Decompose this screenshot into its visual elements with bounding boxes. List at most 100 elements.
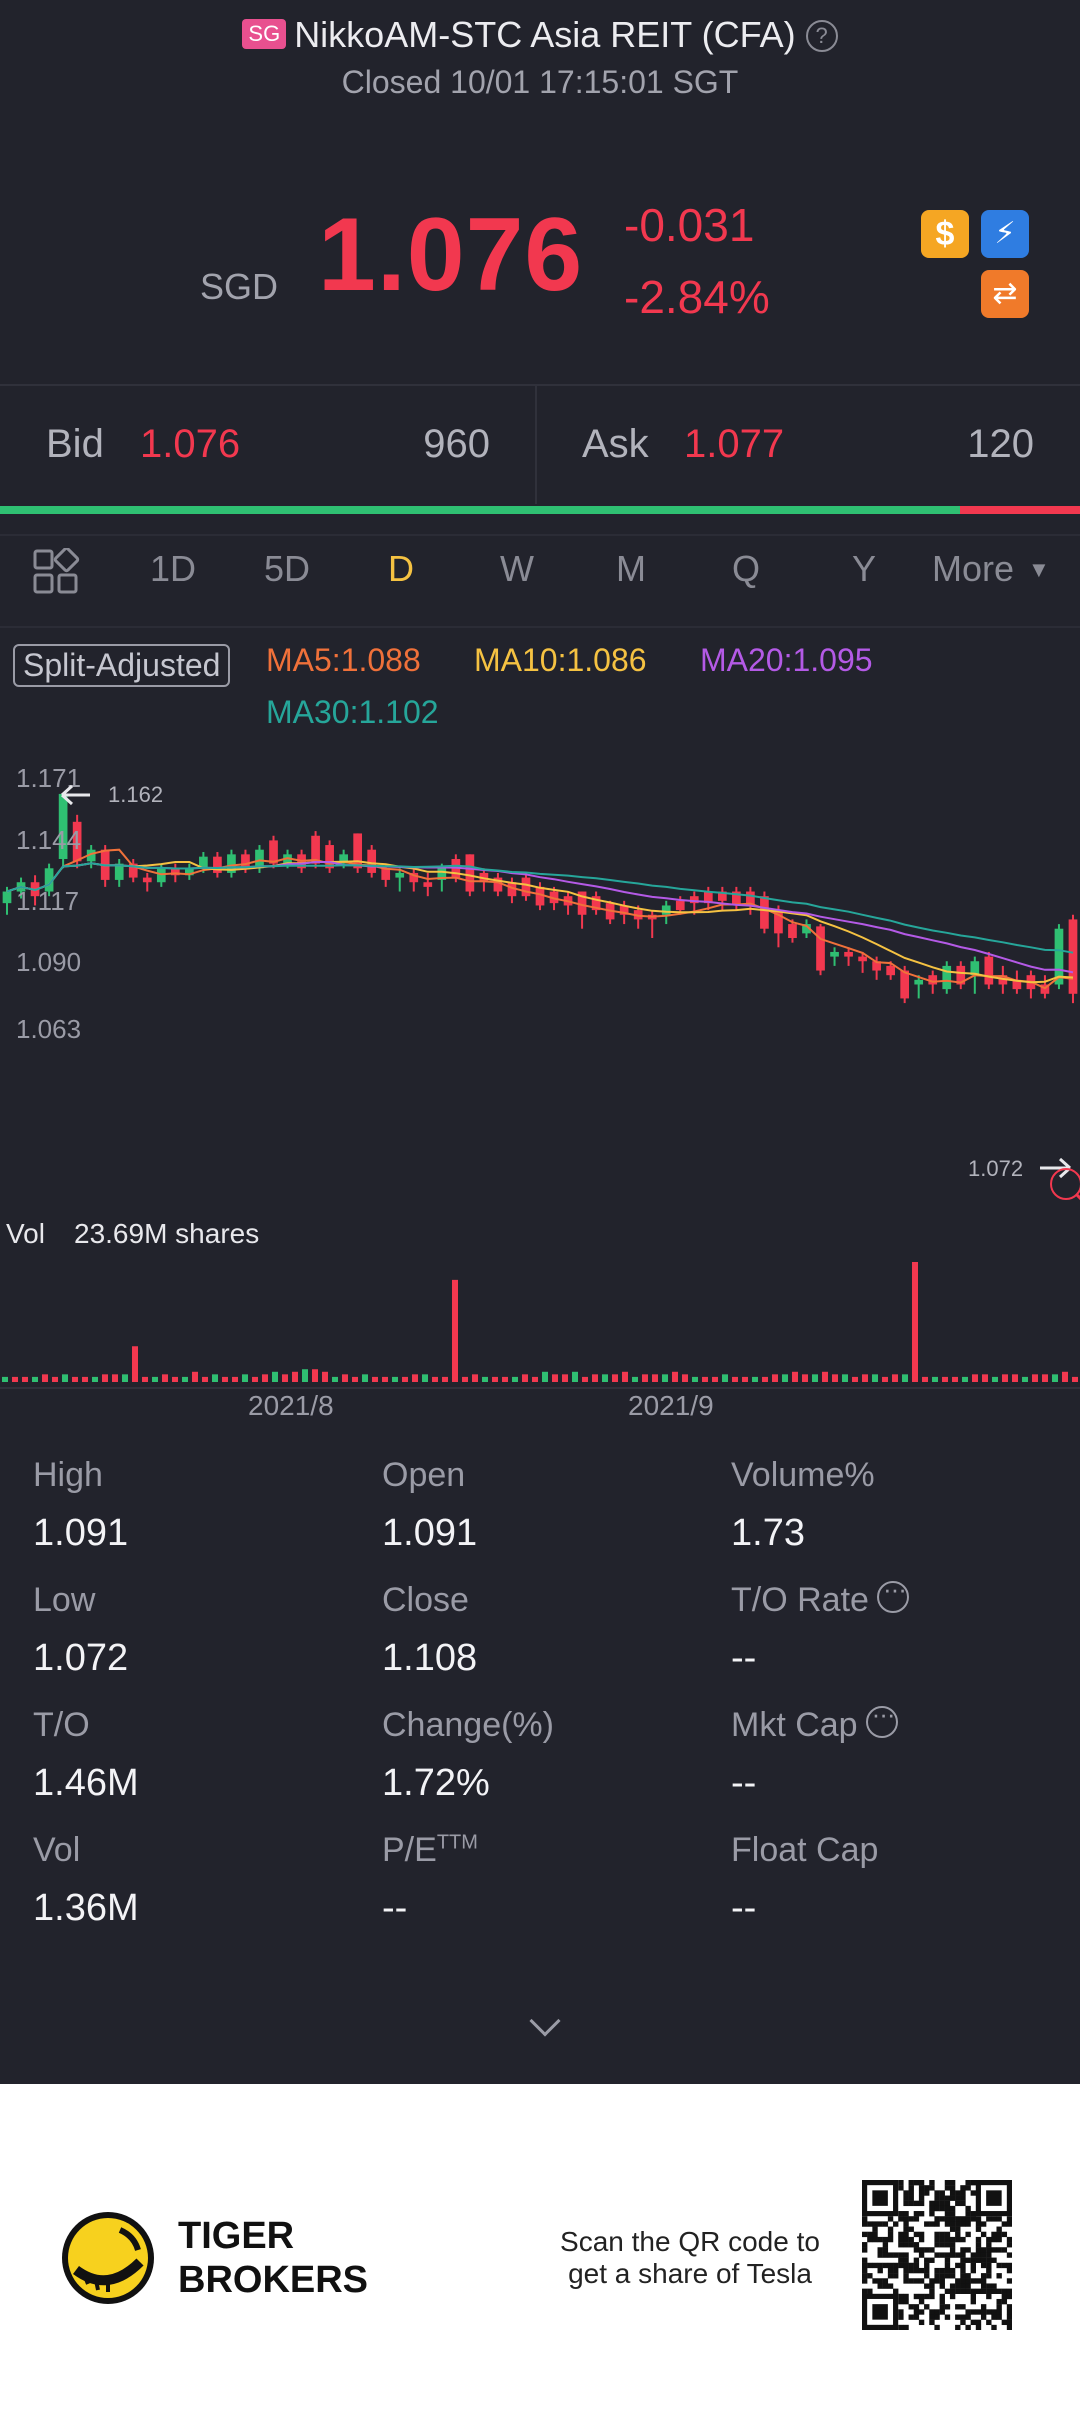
more-info-icon[interactable] — [876, 1574, 909, 1613]
qr-module — [960, 2221, 966, 2227]
tab-weekly[interactable]: W — [500, 548, 534, 589]
chart-layout-icon[interactable] — [32, 548, 80, 596]
candle-body — [227, 854, 236, 873]
qr-module — [944, 2200, 951, 2207]
qr-module — [949, 2226, 956, 2232]
candle-body — [255, 849, 264, 869]
stat-value: -- — [731, 1637, 757, 1679]
candle-body — [577, 891, 587, 915]
qr-module — [949, 2185, 956, 2191]
volume-bar — [672, 1371, 678, 1382]
tab-yearly[interactable]: Y — [852, 548, 877, 589]
qr-module — [929, 2288, 935, 2294]
qr-module — [986, 2283, 992, 2289]
qr-module — [960, 2319, 966, 2326]
qr-module — [949, 2288, 956, 2294]
tab-monthly[interactable]: M — [616, 548, 646, 589]
qr-module — [949, 2267, 956, 2274]
tab-1d[interactable]: 1D — [150, 548, 197, 589]
candle-body — [703, 891, 713, 904]
candle-body — [493, 877, 503, 892]
qr-module — [944, 2195, 951, 2201]
qr-module — [908, 2236, 914, 2243]
qr-module — [965, 2283, 971, 2289]
qr-module — [887, 2216, 894, 2222]
qr-module — [924, 2293, 930, 2300]
qr-module — [960, 2278, 966, 2284]
qr-module — [929, 2293, 935, 2300]
high-marker: 1.162 — [108, 782, 163, 807]
qr-module — [908, 2226, 914, 2232]
qr-module — [903, 2236, 909, 2243]
qr-module — [913, 2180, 920, 2186]
stat-value: 1.091 — [382, 1512, 478, 1554]
tab-daily[interactable]: D — [388, 548, 414, 589]
tiger-brokers-logo — [62, 2212, 154, 2304]
expand-chevron-icon[interactable] — [529, 2005, 561, 2037]
qr-module — [949, 2216, 956, 2222]
qr-module — [955, 2324, 961, 2330]
stat-label: T/O — [33, 1706, 90, 1744]
qr-module — [918, 2195, 925, 2201]
volume-bar — [512, 1376, 518, 1382]
qr-module — [913, 2267, 920, 2274]
qr-module — [1001, 2231, 1008, 2238]
qr-module — [975, 2247, 982, 2253]
qr-code[interactable] — [862, 2180, 1012, 2330]
volume-bar — [532, 1376, 538, 1382]
qr-finder — [872, 2304, 888, 2320]
search-icon[interactable] — [1050, 1168, 1080, 1200]
candle-body — [886, 965, 895, 976]
qr-module — [996, 2247, 1002, 2253]
tab-quarterly[interactable]: Q — [732, 548, 761, 589]
qr-module — [903, 2195, 909, 2201]
bid-quantity: 960 — [423, 422, 490, 466]
volume-bar — [2, 1376, 8, 1382]
stat-value: 1.091 — [33, 1512, 129, 1554]
volume-bar — [782, 1374, 788, 1382]
qr-module — [934, 2324, 940, 2330]
qr-module — [924, 2267, 930, 2274]
qr-module — [882, 2262, 889, 2269]
qr-module — [913, 2262, 920, 2269]
candle-body — [746, 891, 755, 906]
qr-module — [934, 2252, 940, 2258]
qr-module — [898, 2231, 904, 2238]
qr-module — [934, 2195, 940, 2201]
volume-bar — [432, 1376, 438, 1382]
qr-module — [996, 2226, 1002, 2232]
qr-module — [986, 2309, 992, 2315]
help-icon[interactable]: ? — [805, 20, 838, 52]
candle-body — [816, 926, 825, 971]
split-adjusted-button[interactable]: Split-Adjusted — [13, 644, 231, 687]
moving-average-lines — [6, 848, 1074, 990]
qr-module — [970, 2267, 976, 2274]
lightning-icon[interactable]: ⚡ — [981, 210, 1029, 258]
tab-more[interactable]: More ▼ — [932, 548, 1050, 590]
qr-module — [929, 2283, 935, 2289]
tab-5d[interactable]: 5D — [264, 548, 311, 589]
qr-module — [980, 2278, 987, 2284]
qr-module — [965, 2314, 971, 2320]
currency-label: SGD — [200, 266, 279, 307]
swap-icon[interactable]: ⇄ — [981, 270, 1029, 318]
qr-module — [882, 2221, 889, 2227]
more-info-icon[interactable] — [865, 1699, 898, 1738]
qr-module — [862, 2262, 868, 2269]
qr-module — [955, 2236, 961, 2243]
candle-body — [2, 891, 12, 904]
ask-label: Ask — [582, 422, 649, 466]
qr-module — [965, 2324, 971, 2330]
dollar-icon[interactable]: $ — [921, 210, 969, 258]
qr-module — [955, 2304, 961, 2310]
stat-value: -- — [731, 1762, 757, 1804]
qr-module — [960, 2190, 966, 2196]
volume-bar — [192, 1371, 198, 1382]
qr-module — [929, 2185, 935, 2191]
qr-module — [980, 2262, 987, 2269]
candle-body — [872, 961, 881, 971]
volume-label: Vol — [6, 1218, 45, 1249]
volume-bar — [22, 1376, 28, 1382]
qr-module — [965, 2288, 971, 2294]
